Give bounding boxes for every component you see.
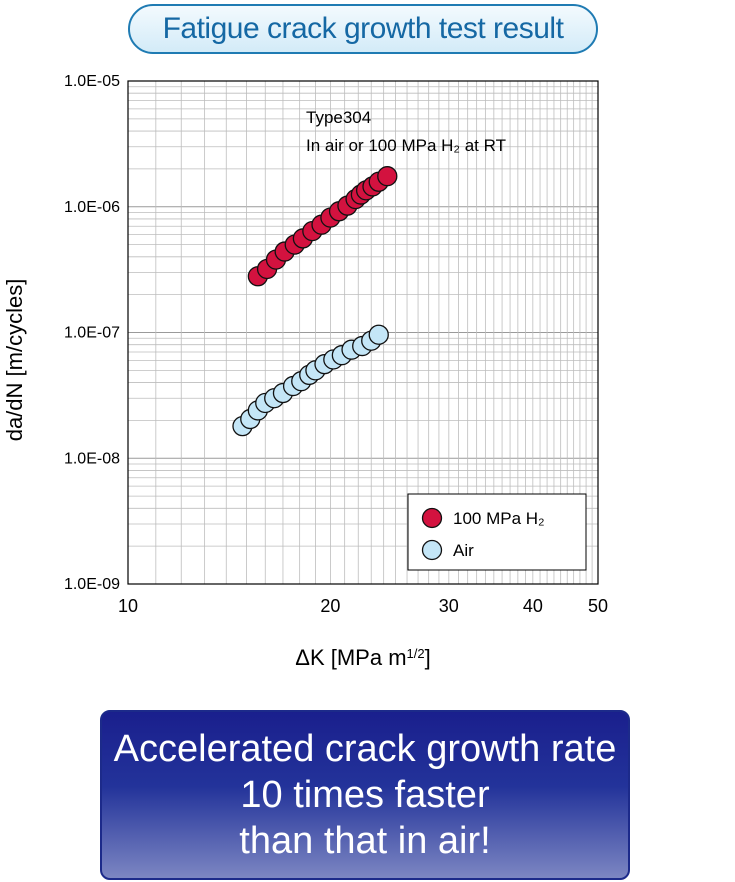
x-axis-label: ΔK [MPa m1/2] (295, 645, 430, 670)
y-tick-labels: 1.0E-09 1.0E-08 1.0E-07 1.0E-06 1.0E-05 (64, 73, 120, 593)
chart-title: Fatigue crack growth test result (162, 12, 564, 45)
data-points (232, 166, 398, 437)
y-tick-label: 1.0E-07 (64, 325, 120, 342)
fatigue-chart: 1.0E-09 1.0E-08 1.0E-07 1.0E-06 1.0E-05 10 20… (2, 73, 608, 670)
annotation: Type304 In air or 100 MPa H₂ at RT (306, 108, 506, 155)
legend-marker-h2 (421, 507, 443, 529)
annotation-line2: In air or 100 MPa H₂ at RT (306, 136, 506, 155)
x-tick-label: 20 (320, 596, 340, 616)
y-tick-label: 1.0E-08 (64, 450, 120, 467)
x-tick-labels: 10 20 30 40 50 (118, 596, 608, 616)
h2-data-point (377, 166, 398, 187)
y-tick-label: 1.0E-09 (64, 576, 120, 593)
air-data-point (368, 324, 389, 345)
legend-marker-air (421, 539, 443, 561)
legend-label-air: Air (453, 541, 474, 560)
y-tick-label: 1.0E-05 (64, 73, 120, 90)
banner-line-2: 10 times faster (240, 774, 490, 816)
y-axis-label: da/dN [m/cycles] (2, 279, 27, 442)
banner-line-3: than that in air! (239, 820, 491, 862)
chart-title-pill: Fatigue crack growth test result (128, 4, 598, 54)
annotation-line1: Type304 (306, 108, 371, 127)
banner-line-1: Accelerated crack growth rate (113, 728, 617, 770)
x-tick-label: 10 (118, 596, 138, 616)
x-tick-label: 40 (523, 596, 543, 616)
plot-frame (127, 80, 599, 585)
x-tick-label: 50 (588, 596, 608, 616)
legend-label-h2: 100 MPa H₂ (453, 509, 545, 528)
legend: 100 MPa H₂ Air (407, 493, 587, 571)
grid (128, 81, 598, 584)
y-tick-label: 1.0E-06 (64, 199, 120, 216)
x-tick-label: 30 (439, 596, 459, 616)
conclusion-banner: Accelerated crack growth rate 10 times f… (100, 710, 630, 880)
